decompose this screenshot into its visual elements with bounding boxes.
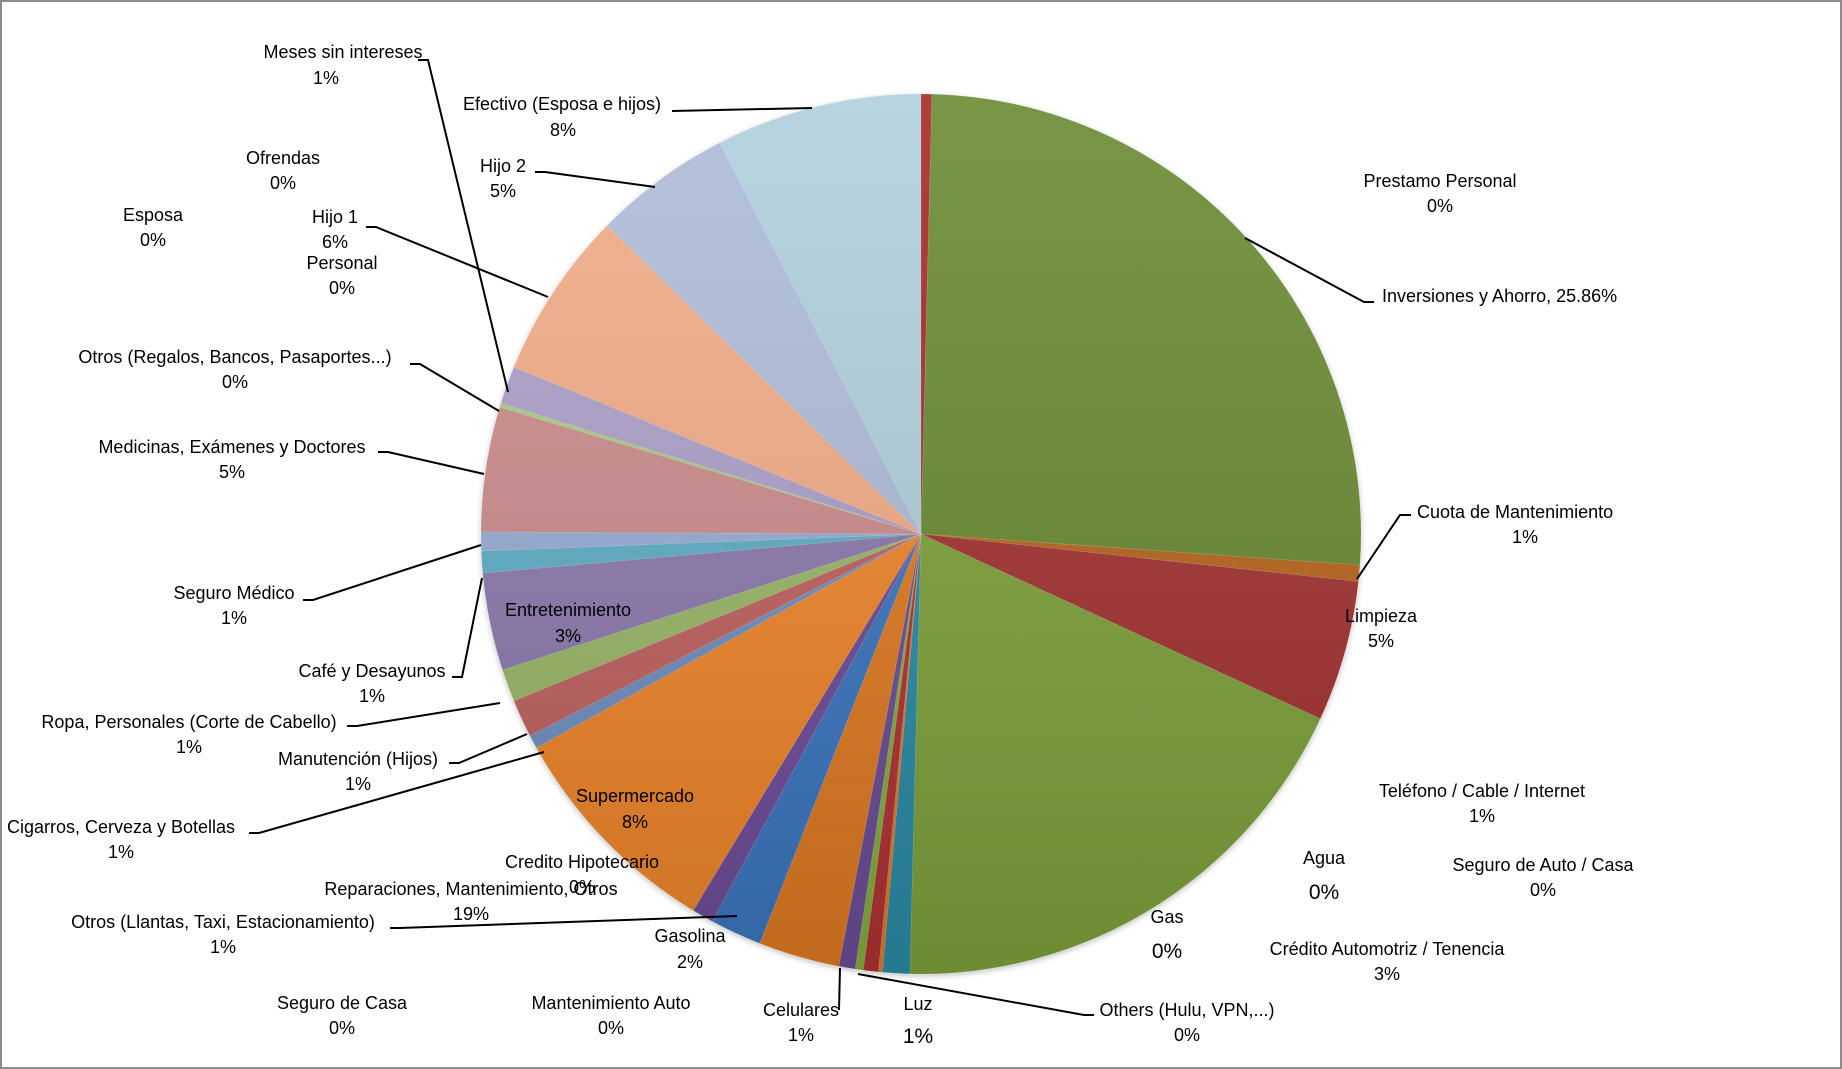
leader-line-medicinas	[378, 451, 485, 475]
label-otros-regalos-name: Otros (Regalos, Bancos, Pasaportes...)	[78, 347, 391, 367]
label-hijo1-name: Hijo 1	[312, 207, 358, 227]
label-ropa-name: Ropa, Personales (Corte de Cabello)	[41, 712, 336, 732]
leader-line-others	[857, 973, 1094, 1016]
label-efectivo-name: Efectivo (Esposa e hijos)	[463, 94, 661, 114]
label-gas-pct: 0%	[1152, 940, 1182, 963]
label-cuota-pct: 1%	[1512, 527, 1538, 547]
label-otros-llantas-pct: 1%	[210, 937, 236, 957]
leader-line-cigarros	[249, 751, 545, 834]
leader-line-otros-regalos	[410, 363, 500, 412]
label-meses-pct: 1%	[313, 68, 339, 88]
label-entretenimiento-name: Entretenimiento	[505, 600, 631, 620]
label-cuota-name: Cuota de Mantenimiento	[1417, 502, 1613, 522]
label-others-name: Others (Hulu, VPN,...)	[1099, 1000, 1274, 1020]
label-medicinas-name: Medicinas, Exámenes y Doctores	[98, 437, 365, 457]
label-cafe-name: Café y Desayunos	[298, 661, 445, 681]
label-gas-name: Gas	[1150, 907, 1183, 927]
label-gasolina-name: Gasolina	[654, 926, 726, 946]
label-ofrendas-pct: 0%	[270, 173, 296, 193]
label-celulares-pct: 1%	[788, 1025, 814, 1045]
label-supermercado-pct: 8%	[622, 812, 648, 832]
leader-line-celulares	[838, 967, 841, 1011]
label-hijo1-pct: 6%	[322, 232, 348, 252]
label-reparaciones-pct: 19%	[453, 904, 489, 924]
leader-line-efectivo	[671, 107, 813, 112]
label-seguro-auto-pct: 0%	[1530, 880, 1556, 900]
label-entretenimiento-pct: 3%	[555, 626, 581, 646]
label-celulares-name: Celulares	[763, 1000, 839, 1020]
leader-lines	[249, 59, 1411, 1016]
label-seguro-medico-pct: 1%	[221, 608, 247, 628]
label-prestamo-name: Prestamo Personal	[1363, 171, 1516, 191]
data-labels: Meses sin intereses 1% Efectivo (Esposa …	[7, 42, 1635, 1048]
label-telefono-name: Teléfono / Cable / Internet	[1379, 781, 1585, 801]
label-seguro-auto-name: Seguro de Auto / Casa	[1452, 855, 1634, 875]
leader-line-cafe	[452, 577, 483, 678]
label-agua-name: Agua	[1303, 848, 1346, 868]
label-seguro-casa-name: Seguro de Casa	[277, 993, 408, 1013]
leader-line-cuota	[1356, 514, 1411, 580]
leader-line-hijo1	[366, 226, 549, 298]
leader-line-hijo2	[535, 171, 656, 188]
label-agua-pct: 0%	[1309, 881, 1339, 904]
label-otros-regalos-pct: 0%	[222, 372, 248, 392]
label-manutencion-name: Manutención (Hijos)	[278, 749, 438, 769]
label-seguro-casa-pct: 0%	[329, 1018, 355, 1038]
label-meses-name: Meses sin intereses	[263, 42, 422, 62]
pie-slices	[480, 93, 1362, 975]
label-cigarros-pct: 1%	[108, 842, 134, 862]
leader-line-manutencion	[449, 733, 528, 764]
leader-line-otros-llantas	[390, 915, 738, 929]
label-credito-auto-name: Crédito Automotriz / Tenencia	[1270, 939, 1506, 959]
label-manutencion-pct: 1%	[345, 774, 371, 794]
label-mant-auto-name: Mantenimiento Auto	[531, 993, 690, 1013]
leader-line-inversiones	[1244, 237, 1374, 303]
label-seguro-medico-name: Seguro Médico	[173, 583, 294, 603]
label-luz-pct: 1%	[903, 1025, 933, 1048]
label-ofrendas-name: Ofrendas	[246, 148, 320, 168]
label-esposa-pct: 0%	[140, 230, 166, 250]
label-ropa-pct: 1%	[176, 737, 202, 757]
label-reparaciones-name: Reparaciones, Mantenimiento, Otros	[324, 879, 617, 899]
label-personal-pct: 0%	[329, 278, 355, 298]
label-esposa-name: Esposa	[123, 205, 184, 225]
label-medicinas-pct: 5%	[219, 462, 245, 482]
label-mant-auto-pct: 0%	[598, 1018, 624, 1038]
label-credito-auto-pct: 3%	[1374, 964, 1400, 984]
label-others-pct: 0%	[1174, 1025, 1200, 1045]
label-otros-llantas-name: Otros (Llantas, Taxi, Estacionamiento)	[71, 912, 375, 932]
label-prestamo-pct: 0%	[1427, 196, 1453, 216]
label-limpieza-name: Limpieza	[1345, 606, 1418, 626]
leader-line-ropa	[347, 702, 501, 727]
leader-line-meses	[418, 59, 509, 393]
label-inversiones: Inversiones y Ahorro, 25.86%	[1382, 286, 1617, 306]
label-personal-name: Personal	[306, 253, 377, 273]
label-hipotecario-pct: 0%	[569, 877, 595, 897]
label-efectivo-pct: 8%	[550, 120, 576, 140]
label-cafe-pct: 1%	[359, 686, 385, 706]
label-cigarros-name: Cigarros, Cerveza y Botellas	[7, 817, 235, 837]
label-hipotecario-name: Credito Hipotecario	[505, 852, 659, 872]
label-gasolina-pct: 2%	[677, 952, 703, 972]
label-supermercado-name: Supermercado	[576, 786, 694, 806]
label-luz-name: Luz	[903, 994, 932, 1014]
label-telefono-pct: 1%	[1469, 806, 1495, 826]
pie-slice-inversiones-y-ahorro	[920, 93, 1362, 566]
label-limpieza-pct: 5%	[1368, 631, 1394, 651]
label-hijo2-pct: 5%	[490, 181, 516, 201]
leader-line-seguro-medico	[303, 544, 482, 601]
label-hijo2-name: Hijo 2	[480, 156, 526, 176]
